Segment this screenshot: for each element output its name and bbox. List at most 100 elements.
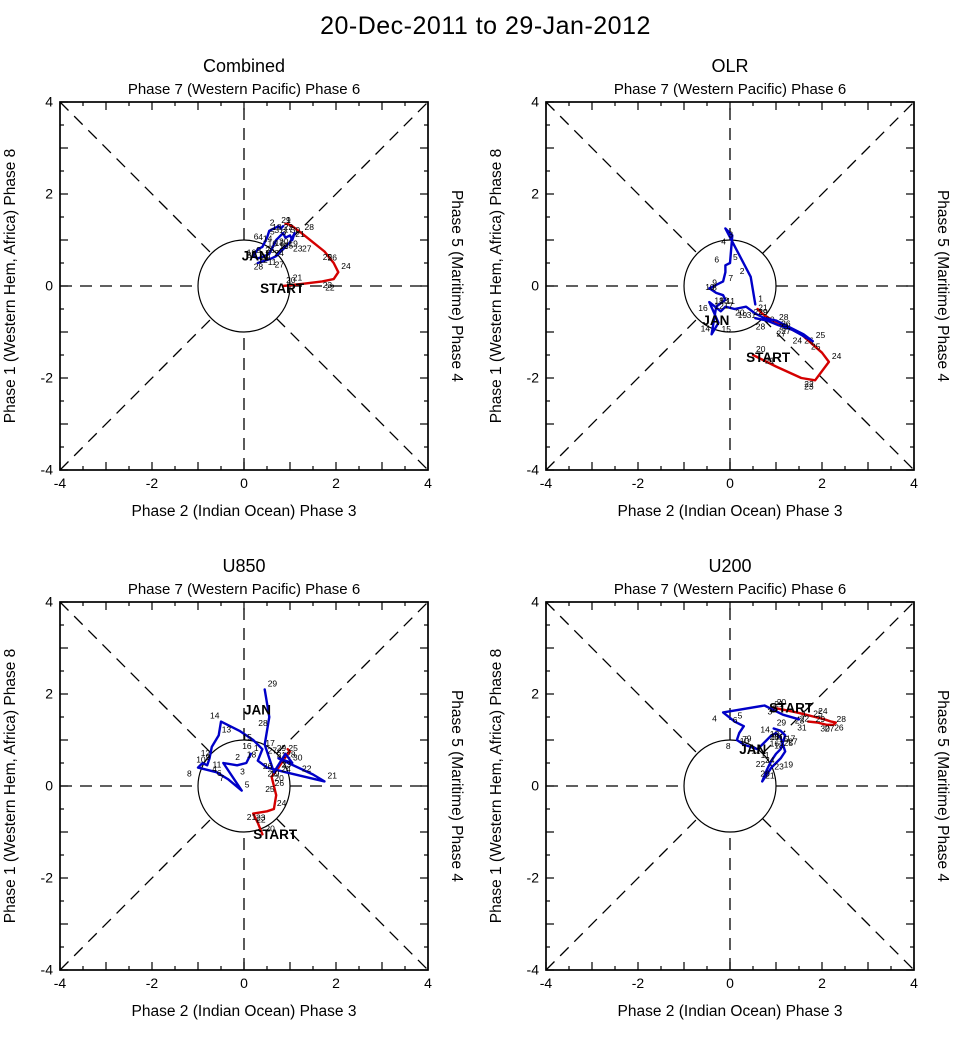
day-label: 11 (726, 296, 735, 306)
day-label: 15 (722, 324, 732, 334)
day-label: 11 (761, 750, 770, 760)
axis-left-label: Phase 1 (Western Hem, Africa) Phase 8 (2, 149, 19, 424)
day-label: 28 (770, 732, 780, 742)
day-label: 12 (751, 746, 761, 756)
day-label: 29 (277, 743, 287, 753)
tick-label: 2 (45, 186, 53, 202)
day-label: 28 (756, 322, 766, 332)
day-label: 19 (784, 759, 794, 769)
panel-u200: U200 Phase 7 (Western Pacific) Phase 6 P… (488, 556, 951, 1020)
day-label: 23 (256, 812, 266, 822)
day-label: 15 (242, 732, 252, 742)
tick-label: -2 (527, 370, 540, 386)
day-label: 25 (816, 330, 826, 340)
day-label: 20 (777, 697, 787, 707)
day-label: 25 (784, 738, 794, 748)
day-label: 25 (323, 252, 333, 262)
day-label: 3 (282, 227, 287, 237)
trajectory-dec (281, 222, 340, 288)
day-label: 22 (754, 307, 764, 317)
day-label: 28 (254, 262, 264, 272)
day-label: 16 (698, 303, 708, 313)
tick-label: 4 (424, 475, 432, 491)
tick-label: 0 (726, 475, 734, 491)
day-label: 27 (788, 736, 798, 746)
day-label: 13 (719, 296, 729, 306)
guide-line (276, 818, 429, 971)
day-label: 27 (275, 259, 285, 269)
trajectory-jan (708, 227, 814, 343)
day-label: 13 (222, 724, 232, 734)
day-label: 2 (772, 704, 777, 714)
tick-label: -4 (540, 475, 553, 491)
guide-line (59, 101, 212, 254)
day-label: 20 (735, 308, 745, 318)
tick-label: 2 (818, 975, 826, 991)
tick-label: -4 (527, 462, 540, 478)
tick-label: 0 (531, 778, 539, 794)
day-label: 23 (774, 762, 784, 772)
day-label: 31 (747, 310, 757, 320)
day-label: 20 (274, 773, 284, 783)
day-label: 26 (781, 319, 791, 329)
guide-line (276, 318, 429, 471)
day-label: 23 (804, 381, 814, 391)
guide-line (545, 318, 698, 471)
trajectory-dec (751, 307, 831, 382)
tick-label: 0 (240, 475, 248, 491)
day-label: 24 (274, 248, 284, 258)
day-label: 19 (270, 769, 280, 779)
day-label: 4 (712, 713, 717, 723)
day-label: 26 (265, 245, 275, 255)
day-label: 25 (284, 241, 294, 251)
day-label: 6 (254, 231, 259, 241)
guide-line (59, 818, 212, 971)
day-label: 30 (820, 724, 830, 734)
day-label: 26 (834, 723, 844, 733)
day-label: 9 (256, 245, 261, 255)
day-label: 24 (765, 755, 775, 765)
guide-line (545, 818, 698, 971)
day-label: 21 (774, 699, 784, 709)
day-label: 22 (302, 764, 312, 774)
day-label: 25 (811, 342, 821, 352)
axis-left-label: Phase 1 (Western Hem, Africa) Phase 8 (488, 649, 505, 924)
axis-bottom-label: Phase 2 (Indian Ocean) Phase 3 (132, 503, 357, 520)
tick-label: 2 (531, 686, 539, 702)
axis-top-label: Phase 7 (Western Pacific) Phase 6 (128, 81, 360, 98)
day-label: 9 (206, 752, 211, 762)
day-label: 1 (802, 708, 807, 718)
day-label: 22 (804, 379, 814, 389)
day-label: 4 (212, 764, 217, 774)
day-label: 23 (282, 759, 292, 769)
guide-line (762, 601, 915, 754)
day-label: 4 (258, 232, 263, 242)
day-label: 17 (265, 738, 275, 748)
day-label: 29 (758, 307, 768, 317)
day-label: 3 (768, 707, 773, 717)
day-label: 21 (765, 770, 775, 780)
tick-label: 0 (45, 278, 53, 294)
tick-label: 4 (531, 94, 539, 110)
trajectory-jan (251, 224, 296, 265)
unit-circle (683, 739, 777, 833)
axis-bottom-label: Phase 2 (Indian Ocean) Phase 3 (618, 503, 843, 520)
tick-label: -2 (146, 475, 159, 491)
panel-olr: OLR Phase 7 (Western Pacific) Phase 6 Ph… (488, 56, 951, 520)
tick-label: -2 (41, 870, 54, 886)
page-title: 20-Dec-2011 to 29-Jan-2012 (320, 12, 651, 40)
day-label: 8 (726, 741, 731, 751)
day-label: 28 (837, 714, 847, 724)
day-label: 22 (800, 713, 810, 723)
day-label: 26 (275, 778, 285, 788)
day-label: 6 (217, 768, 222, 778)
tick-label: 0 (531, 278, 539, 294)
day-label: 21 (295, 229, 305, 239)
day-label: 16 (268, 239, 278, 249)
day-label: 23 (323, 280, 333, 290)
axis-right-label: Phase 5 (Maritime) Phase 4 (448, 690, 465, 882)
day-label: 12 (258, 255, 268, 265)
panel-grid: Combined Phase 7 (Western Pacific) Phase… (0, 48, 971, 1048)
day-label: 20 (265, 823, 275, 833)
day-label: 11 (213, 759, 222, 769)
